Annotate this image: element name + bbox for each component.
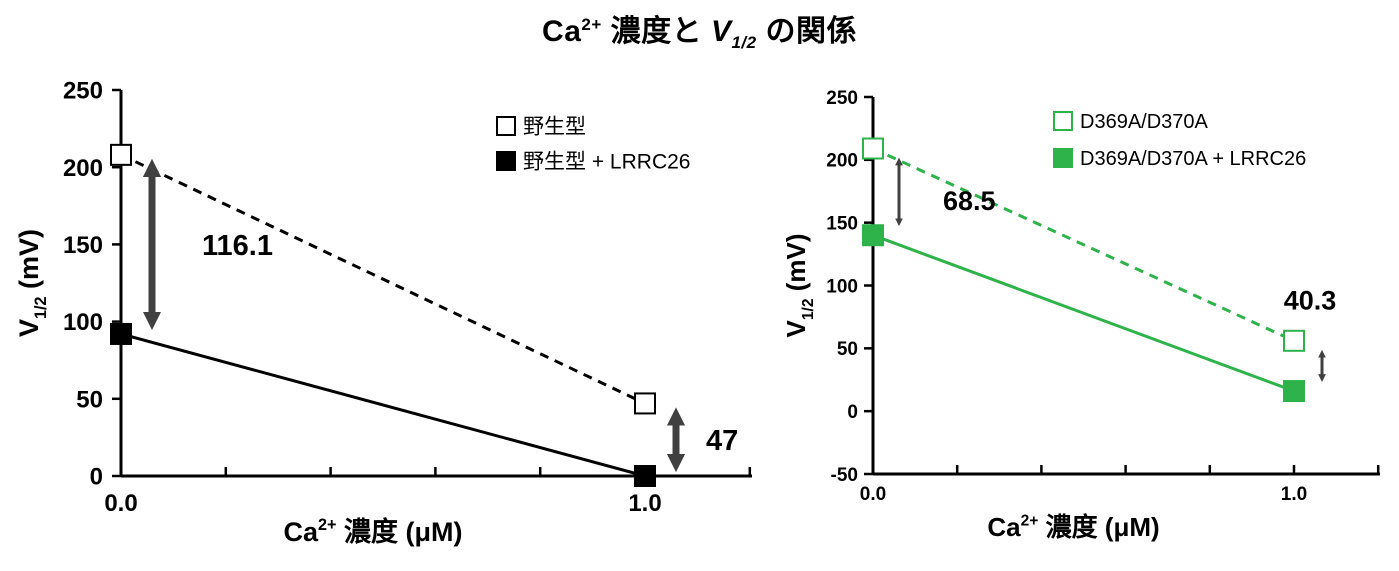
difference-label-2: 47	[706, 425, 738, 457]
x-axis-title-sup: 2+	[318, 516, 336, 534]
difference-label-1: 116.1	[202, 230, 273, 262]
legend-swatch-2	[1053, 148, 1073, 168]
series-line-2	[872, 233, 1295, 393]
open-square-marker	[634, 392, 656, 415]
y-tick-label: 150	[63, 232, 103, 259]
y-tick-label: 0	[847, 402, 858, 423]
y-tick-label: 200	[826, 151, 858, 172]
y-axis-title-v: V	[781, 320, 811, 338]
filled-square-marker	[110, 322, 132, 345]
x-axis-title-rest: 濃度 (μM)	[1038, 512, 1159, 542]
title-v-subscript: 1/2	[731, 33, 757, 52]
y-tick-label: -50	[831, 465, 858, 486]
open-square-marker	[862, 137, 884, 160]
y-axis-title-rest: (mV)	[14, 229, 44, 297]
legend-label-2: D369A/D370A + LRRC26	[1080, 148, 1306, 170]
y-axis-title-v: V	[14, 319, 44, 337]
legend-label-1: 野生型	[523, 116, 586, 139]
x-axis-title-base: Ca	[284, 517, 319, 547]
chart-1: 0 50 100 150 200 250 0.0 1.0 Ca2+ 濃度 (μM) V1/2 (m…	[14, 78, 752, 547]
y-tick-label: 100	[63, 309, 103, 336]
x-axis-title: Ca2+ 濃度 (μM)	[987, 512, 1159, 542]
filled-square-marker	[634, 465, 656, 487]
difference-label-1: 68.5	[943, 186, 996, 216]
difference-label-2: 40.3	[1284, 286, 1337, 316]
x-axis-title: Ca2+ 濃度 (μM)	[284, 516, 463, 547]
y-axis-title-rest: (mV)	[781, 233, 811, 298]
legend-swatch-1	[496, 116, 516, 136]
y-tick-label: 250	[63, 78, 103, 105]
title-v: V	[710, 15, 732, 48]
y-tick-label: 250	[826, 88, 858, 109]
x-axis-title-base: Ca	[987, 512, 1021, 542]
y-tick-label: 100	[826, 276, 858, 297]
legend-label-1: D369A/D370A	[1080, 111, 1209, 133]
filled-square-marker	[1283, 380, 1305, 403]
title-ca-superscript: 2+	[581, 15, 602, 34]
y-axis-title-sub: 1/2	[800, 298, 817, 320]
series-line-1	[120, 153, 646, 405]
figure-title: Ca2+ 濃度と V1/2 の関係	[0, 6, 1399, 53]
x-axis-title-sup: 2+	[1021, 513, 1039, 530]
title-suffix: の関係	[756, 15, 857, 48]
y-tick-label: 0	[90, 464, 103, 491]
x-tick-label: 0.0	[104, 490, 137, 517]
y-tick-label: 200	[63, 155, 103, 182]
y-tick-label: 150	[826, 214, 858, 235]
y-axis-title: V1/2 (mV)	[14, 229, 50, 337]
y-tick-label: 50	[837, 339, 858, 360]
legend-swatch-1	[1053, 111, 1073, 131]
legend-swatch-2	[496, 151, 516, 171]
title-ca: Ca	[542, 15, 582, 48]
series-line-1	[872, 147, 1295, 343]
x-axis-title-rest: 濃度 (μM)	[336, 516, 462, 547]
y-axis-title-sub: 1/2	[32, 296, 50, 319]
x-tick-label: 0.0	[860, 484, 886, 505]
filled-square-marker	[862, 224, 884, 247]
title-middle: 濃度と	[601, 15, 711, 48]
x-tick-label: 1.0	[628, 490, 661, 517]
chart-2: -50 0 50 100 150 200 250 0.0 1.0 Ca2+ 濃度 (μM) V1/2…	[781, 88, 1380, 542]
series-line-2	[120, 332, 646, 478]
open-square-marker	[1283, 329, 1305, 352]
y-axis-title: V1/2 (mV)	[781, 233, 817, 337]
legend-label-2: 野生型 + LRRC26	[523, 151, 690, 174]
y-tick-label: 50	[76, 386, 103, 413]
open-square-marker	[110, 143, 132, 166]
x-tick-label: 1.0	[1281, 484, 1307, 505]
